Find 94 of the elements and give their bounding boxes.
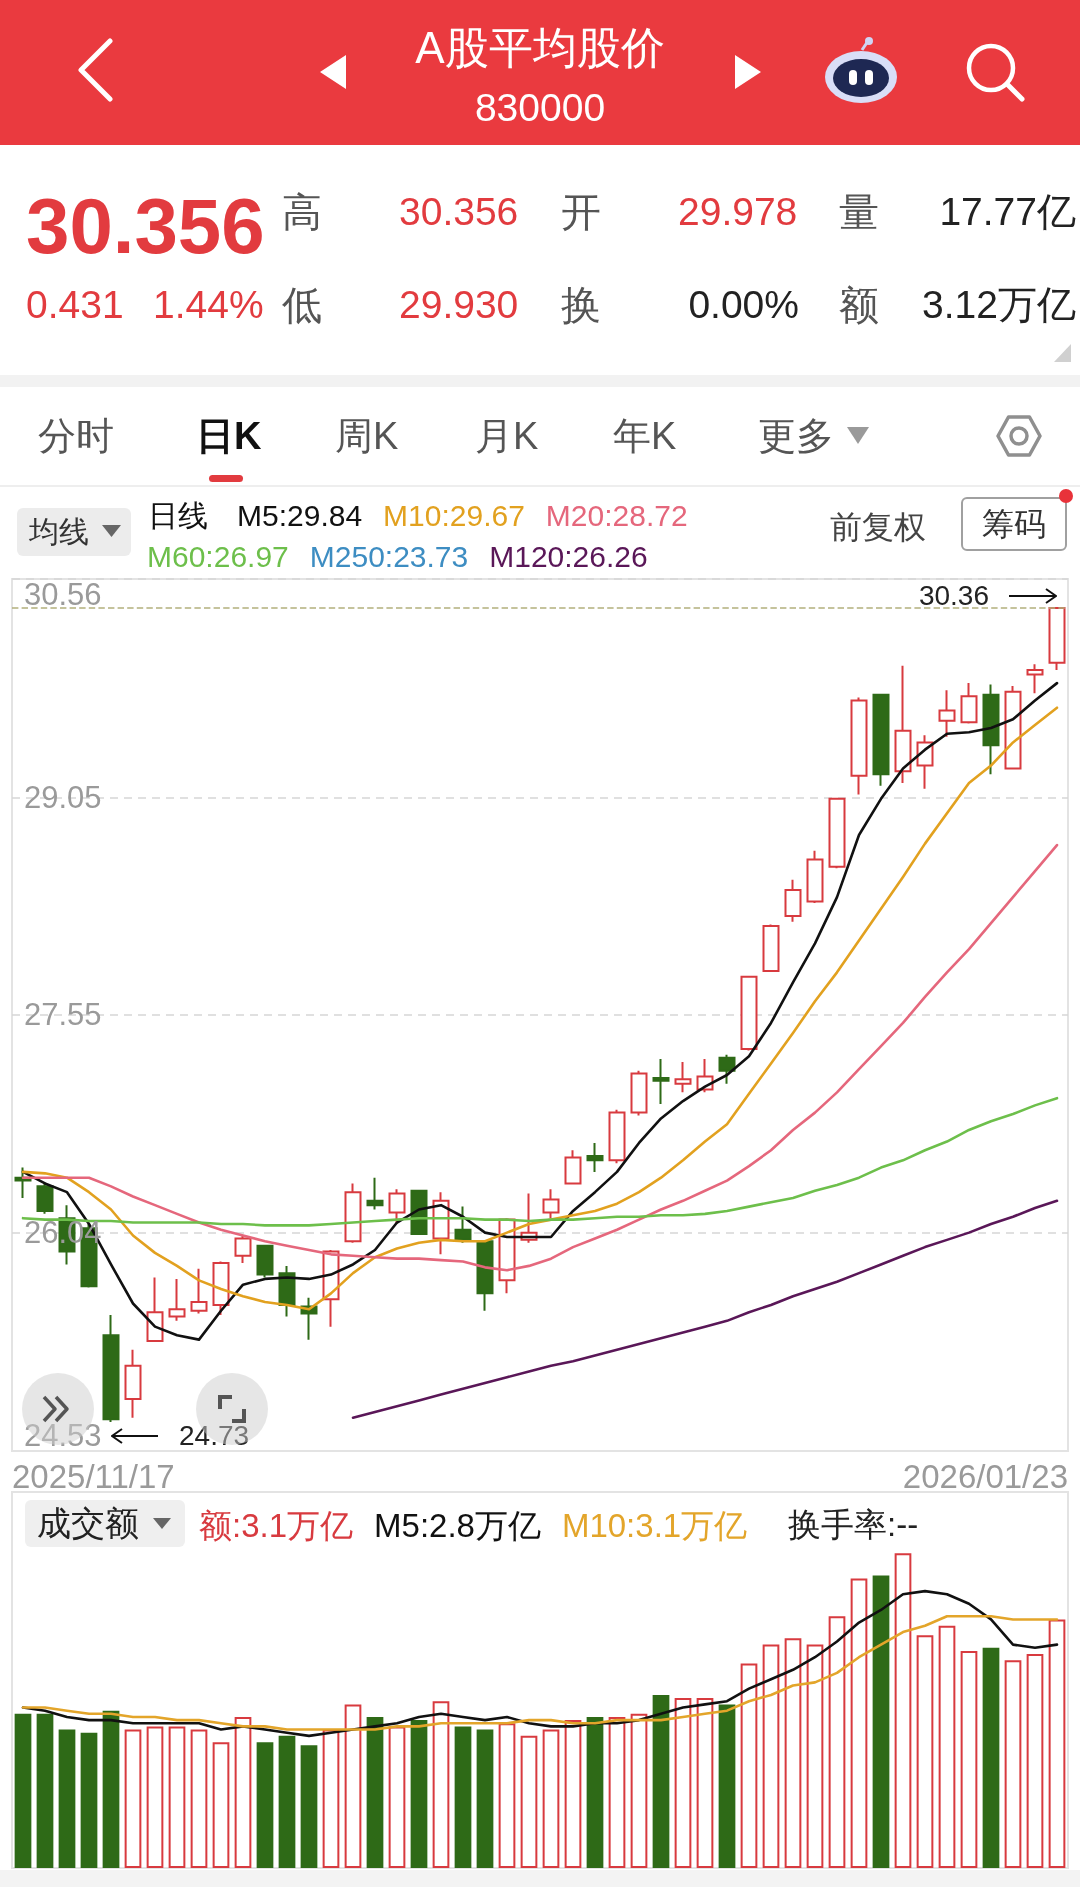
text: 29.930 [399, 281, 519, 328]
text: 前复权 [830, 507, 926, 547]
bar [278, 1735, 296, 1868]
y-tick-label: 30.56 [24, 577, 102, 612]
bar [80, 1732, 98, 1868]
text: 17.77亿 [939, 188, 1076, 235]
text: 换手率:-- [788, 1505, 919, 1545]
bar [520, 1735, 538, 1868]
bar [432, 1701, 450, 1868]
bar [498, 1723, 516, 1868]
bar [366, 1716, 384, 1868]
text: 0.00% [688, 281, 799, 328]
text: 年K [613, 414, 677, 460]
bar [322, 1729, 340, 1868]
text: 30.356 [26, 181, 265, 273]
text: 高 [282, 189, 322, 236]
text: M60:26.97 [147, 539, 289, 573]
y-tick-label: 24.53 [24, 1418, 102, 1453]
bar [938, 1625, 956, 1868]
bar [388, 1726, 406, 1868]
annotation: 24.73 [179, 1419, 250, 1453]
bar [916, 1635, 934, 1868]
bar [542, 1729, 560, 1868]
text: 0.431 [26, 281, 124, 328]
text: M10:3.1万亿 [561, 1507, 748, 1544]
bar [828, 1616, 846, 1868]
legend-label: M250:23.73 [309, 539, 469, 573]
text: 30.356 [399, 188, 519, 235]
bar [1026, 1654, 1044, 1868]
bar [454, 1726, 472, 1868]
bar [410, 1720, 428, 1868]
bar [652, 1694, 670, 1868]
bar [740, 1663, 758, 1868]
text: 换 [561, 282, 601, 329]
bar [784, 1638, 802, 1868]
bar [190, 1729, 208, 1868]
text: 3.12万亿 [922, 281, 1076, 328]
bar [234, 1716, 252, 1868]
text: M5:2.8万亿 [374, 1507, 541, 1544]
bar [300, 1745, 318, 1868]
text: 低 [282, 282, 322, 329]
y-tick-label: 27.55 [24, 996, 102, 1032]
bar [36, 1713, 54, 1868]
bar [674, 1698, 692, 1868]
text: 月K [475, 414, 539, 460]
text: 开 [561, 189, 601, 236]
text: 更多 [758, 414, 834, 460]
text: 2025/11/17 [12, 1457, 175, 1497]
bar [608, 1716, 626, 1868]
text: 29.978 [678, 188, 798, 235]
legend-title: 日线 [148, 498, 208, 532]
chart-title: A股平均股价 [415, 21, 665, 74]
text: 额 [839, 282, 879, 329]
bar [102, 1710, 120, 1868]
bar [14, 1713, 32, 1868]
text: M20:28.72 [545, 498, 688, 532]
text: M120:26.26 [489, 539, 648, 573]
chart-subtitle: 830000 [474, 84, 606, 131]
bar [564, 1720, 582, 1868]
bar [1004, 1660, 1022, 1868]
text: 分时 [38, 414, 114, 460]
bar [256, 1742, 274, 1868]
bar [960, 1650, 978, 1868]
bar [1048, 1619, 1066, 1868]
bar [872, 1575, 890, 1868]
bar [894, 1553, 912, 1868]
chart-title: 成交额 [37, 1502, 139, 1544]
text: 均线 [29, 514, 89, 550]
text: 量 [839, 189, 879, 236]
bar [696, 1698, 714, 1868]
bar [124, 1729, 142, 1868]
bar [58, 1729, 76, 1868]
bar [146, 1726, 164, 1868]
text: 筹码 [982, 504, 1046, 544]
bar [806, 1644, 824, 1868]
y-tick-label: 29.05 [24, 779, 102, 815]
text: M10:29.67 [383, 498, 525, 532]
text: 1.44% [153, 281, 264, 328]
text: 额:3.1万亿 [199, 1507, 354, 1544]
text: M5:29.84 [237, 498, 363, 532]
annotation: 30.36 [918, 580, 989, 612]
bar [762, 1644, 780, 1868]
text: 2026/01/23 [902, 1457, 1068, 1497]
bar [850, 1578, 868, 1868]
bar [718, 1704, 736, 1868]
text: 日K [196, 414, 262, 460]
bar [630, 1713, 648, 1868]
bar [344, 1704, 362, 1868]
text: 周K [335, 414, 399, 460]
bar [982, 1647, 1000, 1868]
bar [476, 1729, 494, 1868]
bar [168, 1726, 186, 1868]
bar [586, 1716, 604, 1868]
bar [212, 1742, 230, 1868]
